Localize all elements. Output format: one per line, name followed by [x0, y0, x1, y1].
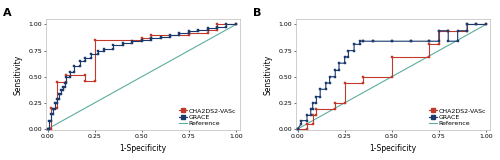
- Text: B: B: [253, 8, 262, 18]
- Y-axis label: Sensitivity: Sensitivity: [264, 55, 273, 95]
- X-axis label: 1-Specificity: 1-Specificity: [369, 144, 416, 153]
- Legend: CHA2DS2-VASc, GRACE, Reference: CHA2DS2-VASc, GRACE, Reference: [428, 108, 486, 127]
- Y-axis label: Sensitivity: Sensitivity: [14, 55, 23, 95]
- Text: A: A: [3, 8, 12, 18]
- Legend: CHA2DS2-VASc, GRACE, Reference: CHA2DS2-VASc, GRACE, Reference: [178, 108, 236, 127]
- X-axis label: 1-Specificity: 1-Specificity: [119, 144, 166, 153]
